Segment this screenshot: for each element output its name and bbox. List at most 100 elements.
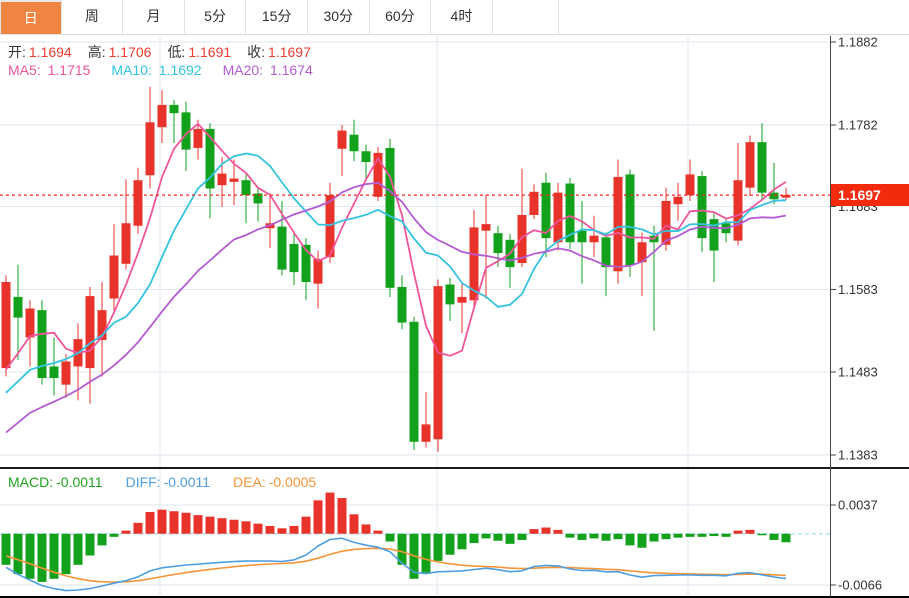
macd-histogram-bar[interactable]: [205, 516, 215, 534]
candle-body[interactable]: [13, 296, 23, 318]
candle-body[interactable]: [37, 310, 47, 379]
macd-histogram-bar[interactable]: [121, 530, 131, 534]
macd-histogram-bar[interactable]: [421, 533, 431, 573]
macd-histogram-bar[interactable]: [481, 533, 491, 539]
candle-body[interactable]: [121, 223, 131, 264]
candle-body[interactable]: [361, 151, 371, 163]
macd-histogram-bar[interactable]: [13, 533, 23, 575]
macd-histogram-bar[interactable]: [157, 509, 167, 534]
candle-body[interactable]: [169, 104, 179, 114]
macd-histogram-bar[interactable]: [553, 529, 563, 534]
macd-histogram-bar[interactable]: [361, 524, 371, 534]
candle-body[interactable]: [421, 424, 431, 442]
candle-body[interactable]: [409, 321, 419, 442]
macd-histogram-bar[interactable]: [397, 533, 407, 565]
macd-histogram-bar[interactable]: [193, 515, 203, 534]
macd-histogram-bar[interactable]: [469, 533, 479, 544]
candle-body[interactable]: [433, 286, 443, 440]
macd-histogram-bar[interactable]: [529, 529, 539, 534]
candle-body[interactable]: [181, 112, 191, 150]
candle-body[interactable]: [277, 226, 287, 270]
macd-histogram-bar[interactable]: [217, 518, 227, 534]
candle-body[interactable]: [661, 200, 671, 245]
candle-body[interactable]: [481, 224, 491, 231]
candle-body[interactable]: [769, 192, 779, 200]
candle-body[interactable]: [97, 310, 107, 340]
tab-5min[interactable]: 5分: [185, 0, 247, 35]
candle-body[interactable]: [733, 180, 743, 241]
macd-histogram-bar[interactable]: [625, 533, 635, 546]
candle-body[interactable]: [253, 193, 263, 204]
candle-body[interactable]: [49, 366, 59, 379]
macd-histogram-bar[interactable]: [589, 533, 599, 539]
macd-histogram-bar[interactable]: [673, 533, 683, 538]
candle-body[interactable]: [133, 180, 143, 226]
macd-histogram-bar[interactable]: [697, 533, 707, 537]
candle-body[interactable]: [85, 296, 95, 369]
candle-body[interactable]: [697, 176, 707, 239]
macd-histogram-bar[interactable]: [241, 521, 251, 534]
candle-body[interactable]: [625, 174, 635, 266]
candle-body[interactable]: [145, 122, 155, 176]
candle-body[interactable]: [445, 284, 455, 305]
macd-histogram-bar[interactable]: [781, 533, 791, 543]
macd-histogram-bar[interactable]: [373, 530, 383, 534]
candle-body[interactable]: [541, 182, 551, 239]
macd-histogram-bar[interactable]: [49, 533, 59, 579]
macd-histogram-bar[interactable]: [133, 522, 143, 534]
macd-histogram-bar[interactable]: [445, 533, 455, 555]
macd-histogram-bar[interactable]: [709, 533, 719, 537]
macd-histogram-bar[interactable]: [517, 533, 527, 540]
candle-body[interactable]: [613, 176, 623, 272]
candle-body[interactable]: [109, 255, 119, 299]
candle-body[interactable]: [25, 308, 35, 338]
macd-histogram-bar[interactable]: [565, 533, 575, 538]
macd-histogram-bar[interactable]: [73, 533, 83, 565]
tab-day[interactable]: 日: [0, 0, 62, 35]
candle-body[interactable]: [1, 282, 11, 369]
candle-body[interactable]: [349, 134, 359, 152]
macd-histogram-bar[interactable]: [349, 514, 359, 534]
candle-body[interactable]: [493, 233, 503, 254]
candle-body[interactable]: [397, 286, 407, 323]
macd-histogram-bar[interactable]: [577, 533, 587, 540]
candle-body[interactable]: [61, 361, 71, 385]
macd-histogram-bar[interactable]: [541, 527, 551, 534]
candle-body[interactable]: [325, 195, 335, 258]
macd-histogram-bar[interactable]: [505, 533, 515, 544]
candle-body[interactable]: [205, 128, 215, 189]
macd-histogram-bar[interactable]: [229, 519, 239, 534]
tab-month[interactable]: 月: [123, 0, 185, 35]
candle-body[interactable]: [565, 183, 575, 243]
macd-histogram-bar[interactable]: [265, 525, 275, 534]
tab-week[interactable]: 周: [62, 0, 124, 35]
candle-body[interactable]: [529, 191, 539, 215]
macd-histogram-bar[interactable]: [613, 533, 623, 540]
macd-histogram-bar[interactable]: [637, 533, 647, 548]
macd-histogram-bar[interactable]: [277, 528, 287, 534]
candle-body[interactable]: [757, 142, 767, 193]
tab-15min[interactable]: 15分: [246, 0, 308, 35]
macd-histogram-bar[interactable]: [253, 523, 263, 534]
candle-body[interactable]: [217, 173, 227, 186]
candle-body[interactable]: [745, 142, 755, 188]
macd-histogram-bar[interactable]: [325, 492, 335, 534]
macd-histogram-bar[interactable]: [601, 533, 611, 541]
macd-histogram-bar[interactable]: [61, 533, 71, 575]
macd-histogram-bar[interactable]: [181, 512, 191, 534]
macd-histogram-bar[interactable]: [37, 533, 47, 582]
candle-body[interactable]: [337, 130, 347, 149]
macd-histogram-bar[interactable]: [313, 500, 323, 534]
candle-body[interactable]: [313, 258, 323, 284]
macd-histogram-bar[interactable]: [289, 525, 299, 534]
candle-body[interactable]: [457, 296, 467, 303]
candle-body[interactable]: [289, 243, 299, 273]
candle-body[interactable]: [469, 227, 479, 301]
candle-body[interactable]: [373, 152, 383, 197]
macd-histogram-bar[interactable]: [649, 533, 659, 542]
candle-body[interactable]: [589, 235, 599, 243]
macd-histogram-bar[interactable]: [433, 533, 443, 561]
macd-histogram-bar[interactable]: [685, 533, 695, 537]
candle-body[interactable]: [241, 180, 251, 196]
candle-body[interactable]: [301, 244, 311, 283]
